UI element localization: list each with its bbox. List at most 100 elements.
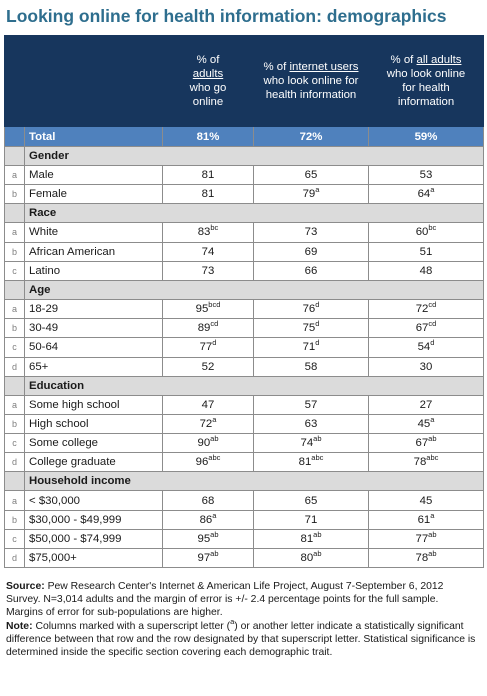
header-blank-label <box>24 35 163 127</box>
table-row: a 18-29 95bcd 76d 72cd <box>4 298 484 320</box>
note-text: Columns marked with a superscript letter… <box>32 620 231 632</box>
footnote: Source: Pew Research Center's Internet &… <box>6 580 478 659</box>
value-number: 81 <box>300 532 314 545</box>
row-label: Male <box>24 164 163 186</box>
demographics-table: % of adults who go online % of internet … <box>4 35 484 569</box>
value-number: 78 <box>413 456 427 469</box>
row-label: 50-64 <box>24 337 163 358</box>
row-letter: a <box>4 394 25 415</box>
value-number: 95 <box>197 532 211 545</box>
row-value-1: 95bcd <box>162 298 254 320</box>
header-col2-line3: health information <box>265 89 357 101</box>
value-number: 66 <box>304 264 318 277</box>
significance-superscript: a <box>430 510 435 520</box>
row-value-1: 97ab <box>162 547 254 569</box>
row-value-1: 73 <box>162 260 254 281</box>
value-number: 79 <box>302 188 316 201</box>
value-number: 71 <box>302 341 316 354</box>
table-row: b $30,000 - $49,999 86a 71 61a <box>4 509 484 530</box>
row-label: 18-29 <box>24 298 163 320</box>
value-number: 81 <box>201 169 215 182</box>
note-text-2: ) or another letter indicate a statistic… <box>6 620 476 659</box>
value-number: 57 <box>304 398 318 411</box>
value-number: 45 <box>417 417 431 430</box>
row-letter: b <box>4 184 25 205</box>
table-row: b African American 74 69 51 <box>4 241 484 262</box>
value-number: 73 <box>201 264 215 277</box>
total-value-3: 59% <box>368 126 484 147</box>
header-adults-online: % of adults who go online <box>162 35 254 127</box>
row-value-3: 45a <box>368 413 484 435</box>
value-number: 51 <box>419 245 433 258</box>
significance-superscript: cd <box>428 300 437 310</box>
significance-superscript: abc <box>426 453 439 463</box>
row-value-1: 86a <box>162 509 254 530</box>
row-letter: b <box>4 241 25 262</box>
value-number: 77 <box>415 532 429 545</box>
table-row: d $75,000+ 97ab 80ab 78ab <box>4 547 484 569</box>
row-value-2: 74ab <box>253 433 369 454</box>
row-value-1: 74 <box>162 241 254 262</box>
table-row: c 50-64 77d 71d 54d <box>4 337 484 358</box>
header-blank <box>4 35 25 127</box>
significance-superscript: ab <box>313 529 322 539</box>
value-number: 97 <box>197 552 211 565</box>
significance-superscript: ab <box>428 529 437 539</box>
section-header-spacer <box>4 146 25 166</box>
source-label: Source: <box>6 581 45 592</box>
total-value-1: 81% <box>162 126 254 147</box>
row-value-3: 72cd <box>368 298 484 320</box>
row-value-2: 80ab <box>253 547 369 569</box>
significance-superscript: d <box>315 338 320 348</box>
value-number: 65 <box>304 494 318 507</box>
header-col3-line2: who look online <box>386 68 466 80</box>
row-letter: d <box>4 547 25 569</box>
significance-superscript: abc <box>208 453 221 463</box>
value-number: 65 <box>304 169 318 182</box>
significance-superscript: bcd <box>208 300 221 310</box>
table-row: c $50,000 - $74,999 95ab 81ab 77ab <box>4 528 484 550</box>
row-letter: a <box>4 490 25 511</box>
row-label: Some high school <box>24 394 163 415</box>
value-number: 78 <box>415 552 429 565</box>
row-value-3: 78ab <box>368 547 484 569</box>
value-number: 74 <box>300 437 314 450</box>
row-value-2: 65 <box>253 490 369 511</box>
table-row: c Some college 90ab 74ab 67ab <box>4 433 484 454</box>
header-col3-line4: information <box>397 96 455 108</box>
value-number: 67 <box>415 322 429 335</box>
row-label: 65+ <box>24 356 163 377</box>
row-value-1: 77d <box>162 337 254 358</box>
significance-superscript: bc <box>428 223 437 233</box>
header-col3-line3: for health <box>402 82 450 94</box>
section-title: Education <box>24 375 484 396</box>
row-value-3: 51 <box>368 241 484 262</box>
row-label: High school <box>24 413 163 435</box>
header-col2-line2: who look online for <box>263 75 359 87</box>
value-number: 47 <box>201 398 215 411</box>
value-number: 81 <box>201 188 215 201</box>
section-title: Race <box>24 203 484 224</box>
row-value-2: 75d <box>253 318 369 339</box>
value-number: 30 <box>419 360 433 373</box>
header-col1-line4: online <box>192 96 224 108</box>
value-number: 76 <box>302 303 316 316</box>
total-label: Total <box>24 126 163 147</box>
significance-superscript: bc <box>210 223 219 233</box>
value-number: 75 <box>302 322 316 335</box>
row-letter: c <box>4 337 25 358</box>
row-letter: a <box>4 298 25 320</box>
row-value-3: 54d <box>368 337 484 358</box>
note-superscript: a <box>230 616 235 626</box>
row-value-2: 66 <box>253 260 369 281</box>
row-value-2: 58 <box>253 356 369 377</box>
table-row: c Latino 73 66 48 <box>4 260 484 281</box>
row-value-1: 81 <box>162 164 254 186</box>
row-label: African American <box>24 241 163 262</box>
header-col1-line1: % of <box>196 54 220 66</box>
row-label: Latino <box>24 260 163 281</box>
row-letter: d <box>4 452 25 473</box>
value-number: 45 <box>419 494 433 507</box>
value-number: 86 <box>199 513 213 526</box>
row-value-2: 71 <box>253 509 369 530</box>
